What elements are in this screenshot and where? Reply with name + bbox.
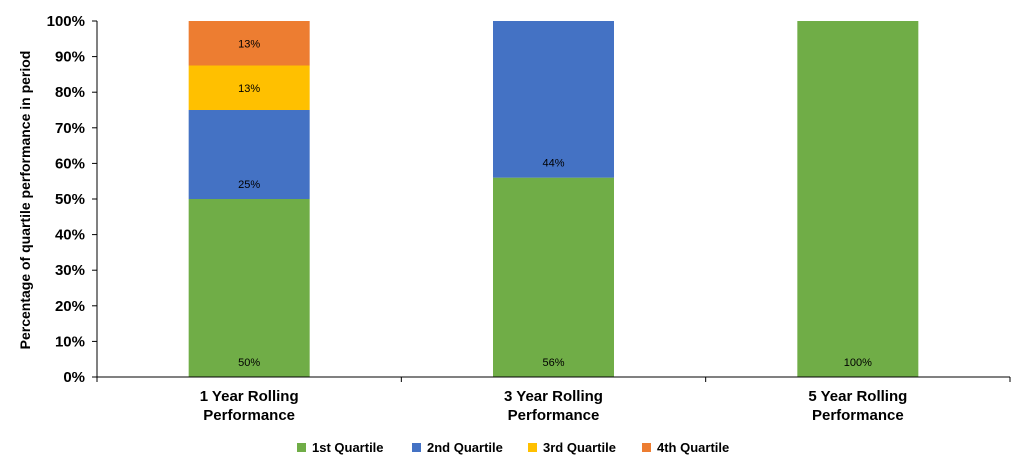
bars-layer [188, 21, 919, 377]
bar-segment-3-1 [797, 21, 919, 377]
bar-segment-2-1 [493, 177, 614, 377]
legend-swatch [412, 443, 421, 452]
legend-label: 4th Quartile [657, 440, 729, 455]
y-tick-label: 100% [47, 13, 85, 30]
bar-segment-2-2 [493, 21, 614, 178]
y-tick-label: 30% [55, 262, 85, 279]
legend-label: 3rd Quartile [543, 440, 616, 455]
y-tick-label: 90% [55, 49, 85, 66]
legend-swatch [642, 443, 651, 452]
bar-segment-1-4 [188, 21, 310, 66]
data-label-2-1: 56% [542, 357, 564, 369]
x-category-label: 3 Year Rolling Performance [504, 388, 603, 424]
data-label-3-1: 100% [844, 357, 872, 369]
axes-layer: 0% 10% 20% 30% 40% 50% 60% 70% 80% 90% 100% 1 Year … [47, 13, 1011, 424]
legend-swatch [297, 443, 306, 452]
y-tick-label: 70% [55, 120, 85, 137]
legend: 1st Quartile 2nd Quartile 3rd Quartile 4th … [297, 440, 729, 455]
y-tick-label: 50% [55, 191, 85, 208]
bar-segment-1-1 [188, 199, 310, 377]
y-tick-label: 10% [55, 333, 85, 350]
y-tick-label: 80% [55, 84, 85, 101]
data-label-2-2: 44% [542, 158, 564, 170]
bar-segment-1-3 [188, 65, 310, 110]
data-label-1-2: 25% [238, 179, 260, 191]
x-category-label: 5 Year Rolling Performance [808, 388, 907, 424]
x-category-label: 1 Year Rolling Performance [200, 388, 299, 424]
legend-label: 2nd Quartile [427, 440, 503, 455]
y-tick-label: 60% [55, 155, 85, 172]
y-axis-title: Percentage of quartile performance in pe… [17, 51, 33, 350]
data-labels-layer: 50% 25% 13% 13% 56% 44% 100% [238, 38, 872, 369]
legend-label: 1st Quartile [312, 440, 384, 455]
data-label-1-4: 13% [238, 38, 260, 50]
data-label-1-1: 50% [238, 357, 260, 369]
data-label-1-3: 13% [238, 83, 260, 95]
y-tick-label: 0% [63, 369, 85, 386]
y-tick-label: 40% [55, 227, 85, 244]
legend-swatch [528, 443, 537, 452]
bar-segment-1-2 [188, 110, 310, 199]
y-tick-label: 20% [55, 298, 85, 315]
